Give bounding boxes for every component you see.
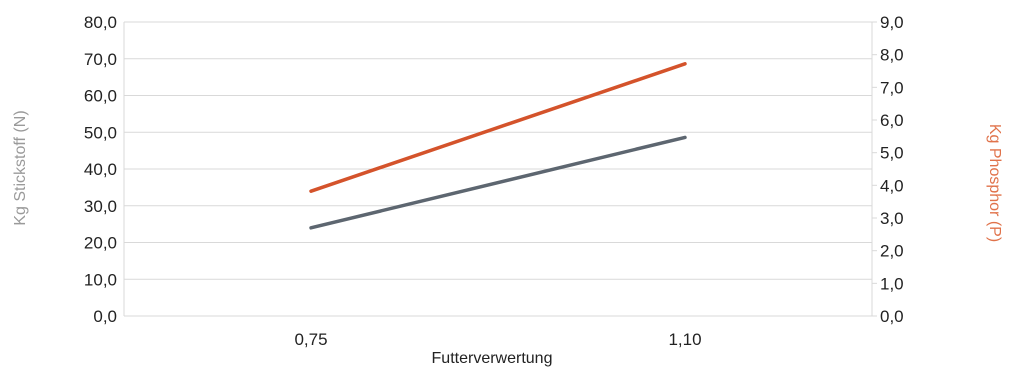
left-axis-title: Kg Stickstoff (N) bbox=[12, 110, 29, 225]
right-axis-ticks: 0,0 1,0 2,0 3,0 4,0 5,0 6,0 7,0 8,0 9,0 bbox=[872, 13, 904, 326]
left-tick-label: 20,0 bbox=[84, 234, 117, 253]
right-tick-label: 8,0 bbox=[880, 46, 904, 65]
left-tick-label: 40,0 bbox=[84, 160, 117, 179]
right-tick-label: 1,0 bbox=[880, 274, 904, 293]
left-tick-label: 50,0 bbox=[84, 123, 117, 142]
gridlines bbox=[124, 21, 872, 280]
left-tick-label: 10,0 bbox=[84, 270, 117, 289]
series-line-right bbox=[309, 62, 687, 193]
left-tick-label: 70,0 bbox=[84, 50, 117, 69]
left-tick-label: 60,0 bbox=[84, 87, 117, 106]
x-axis-ticks: 0,75 1,10 bbox=[294, 330, 701, 349]
right-tick-label: 0,0 bbox=[880, 307, 904, 326]
right-axis-title: Kg Phosphor (P) bbox=[986, 124, 1003, 242]
x-tick-label: 1,10 bbox=[668, 330, 701, 349]
series-line-left bbox=[309, 135, 687, 230]
right-tick-label: 4,0 bbox=[880, 176, 904, 195]
left-axis-ticks: 0,0 10,0 20,0 30,0 40,0 50,0 60,0 70,0 80,0 bbox=[84, 13, 117, 326]
left-tick-label: 0,0 bbox=[93, 307, 117, 326]
right-tick-label: 6,0 bbox=[880, 111, 904, 130]
x-tick-label: 0,75 bbox=[294, 330, 327, 349]
right-tick-label: 9,0 bbox=[880, 13, 904, 32]
axes bbox=[123, 22, 873, 317]
right-tick-label: 3,0 bbox=[880, 209, 904, 228]
left-tick-label: 80,0 bbox=[84, 13, 117, 32]
right-tick-label: 5,0 bbox=[880, 144, 904, 163]
left-tick-label: 30,0 bbox=[84, 197, 117, 216]
series-lines bbox=[309, 62, 687, 230]
x-axis-title: Futterverwertung bbox=[432, 350, 553, 367]
right-tick-label: 2,0 bbox=[880, 242, 904, 261]
right-tick-label: 7,0 bbox=[880, 78, 904, 97]
